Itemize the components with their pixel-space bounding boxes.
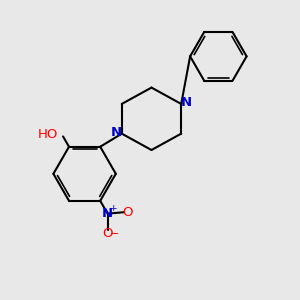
Text: −: − xyxy=(110,229,119,239)
Text: N: N xyxy=(181,96,192,109)
Text: N: N xyxy=(102,207,113,220)
Text: O: O xyxy=(123,206,133,219)
Text: O: O xyxy=(102,227,113,240)
Text: HO: HO xyxy=(38,128,58,141)
Text: N: N xyxy=(111,126,122,139)
Text: +: + xyxy=(109,204,117,213)
